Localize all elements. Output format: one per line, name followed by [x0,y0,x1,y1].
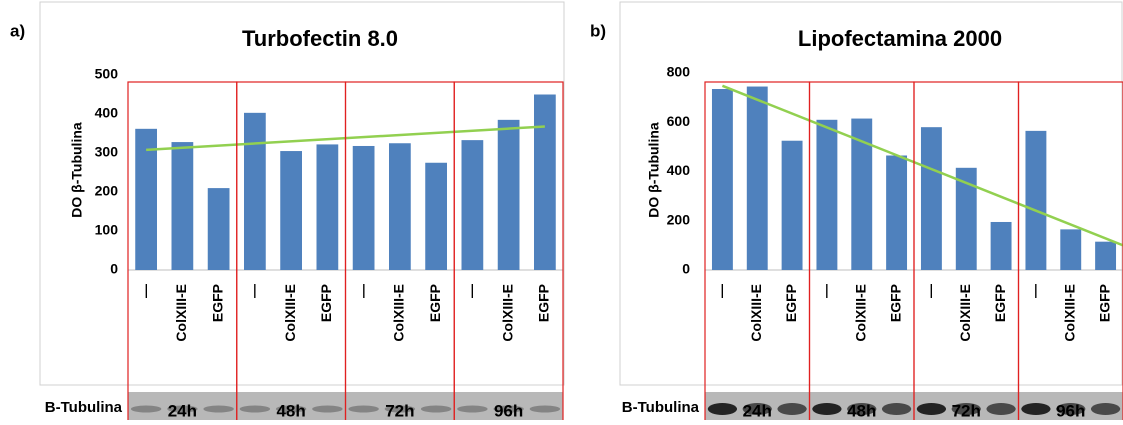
blot-label: B-Tubulina [622,399,700,416]
bar [747,87,768,270]
x-tick-label: — [354,284,370,298]
blot-band [131,406,161,413]
chart-title: Turbofectin 8.0 [242,26,398,51]
x-tick-label: EGFP [536,284,552,322]
y-tick-label: 0 [682,261,690,277]
x-tick-label: — [922,284,938,298]
bar [886,155,907,270]
x-tick-label: EGFP [318,284,334,322]
bar [425,163,447,270]
panel-label: a) [10,21,25,40]
chart-title: Lipofectamina 2000 [798,26,1002,51]
x-tick-label: EGFP [209,284,225,322]
blot-band [1091,403,1120,415]
bar [498,120,520,270]
y-tick-label: 200 [95,183,119,199]
bar [244,113,266,270]
blot-band [1021,403,1050,415]
panel-label: b) [590,21,606,40]
blot-band [986,403,1015,415]
x-tick-label: ColXIII-E [499,284,515,342]
bar [389,143,411,270]
bar [1060,229,1081,270]
y-tick-label: 500 [95,66,119,82]
bar [782,141,803,270]
x-tick-label: ColXIII-E [852,284,868,342]
y-tick-label: 300 [95,144,119,160]
group-label: 24h [743,401,772,420]
group-label: 72h [952,401,981,420]
blot-band [203,406,233,413]
x-tick-label: EGFP [887,284,903,322]
blot-band [882,403,911,415]
blot-band [777,403,806,415]
bar [534,95,556,271]
x-tick-label: — [713,284,729,298]
x-tick-label: EGFP [783,284,799,322]
y-axis-label: DO β-Tubulina [646,122,662,218]
blot-band [312,406,342,413]
blot-band [917,403,946,415]
bar [921,127,942,270]
x-tick-label: ColXIII-E [957,284,973,342]
y-tick-label: 100 [95,222,119,238]
blot-band [530,406,560,413]
y-tick-label: 0 [110,261,118,277]
y-tick-label: 600 [667,113,691,129]
blot-band [421,406,451,413]
x-tick-label: ColXIII-E [391,284,407,342]
y-tick-label: 800 [667,64,691,80]
bar [317,144,339,270]
x-tick-label: EGFP [427,284,443,322]
blot-band [457,406,487,413]
x-tick-label: — [246,284,262,298]
bar [1095,242,1116,270]
x-tick-label: ColXIII-E [173,284,189,342]
blot-band [348,406,378,413]
group-label: 24h [168,401,197,420]
bar [172,142,194,270]
bar [1025,131,1046,270]
y-axis-label: DO β-Tubulina [69,122,85,218]
y-tick-label: 400 [667,162,691,178]
x-tick-label: — [1027,284,1043,298]
bar [280,151,302,270]
x-tick-label: — [463,284,479,298]
blot-label: B-Tubulina [45,399,123,416]
blot-band [708,403,737,415]
bar [712,89,733,270]
bar [208,188,230,270]
x-tick-label: — [818,284,834,298]
x-tick-label: EGFP [992,284,1008,322]
x-tick-label: ColXIII-E [1061,284,1077,342]
x-tick-label: ColXIII-E [748,284,764,342]
group-label: 96h [1056,401,1085,420]
group-label: 72h [385,401,414,420]
y-tick-label: 400 [95,105,119,121]
bar [462,140,484,270]
group-label: 48h [847,401,876,420]
x-tick-label: EGFP [1096,284,1112,322]
blot-band [240,406,270,413]
y-tick-label: 200 [667,211,691,227]
figure: a) Turbofectin 8.0 DO β-Tubulina 0 100 200 300… [0,0,1123,420]
bar [991,222,1012,270]
bar [353,146,375,270]
group-label: 48h [276,401,305,420]
x-tick-label: ColXIII-E [282,284,298,342]
blot-band [812,403,841,415]
group-label: 96h [494,401,523,420]
bar [816,120,837,270]
x-tick-label: — [137,284,153,298]
